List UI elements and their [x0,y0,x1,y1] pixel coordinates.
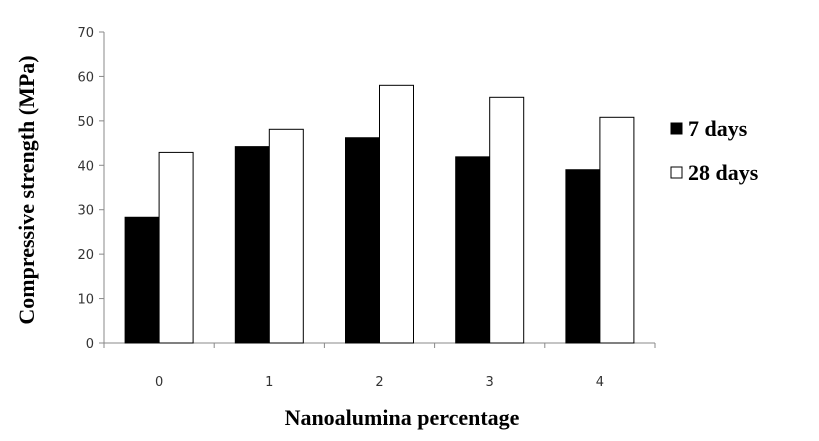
bar-28-days [379,84,414,344]
x-tick-label: 4 [596,375,604,390]
y-tick-label: 50 [77,115,94,130]
bar-28-days [599,116,635,344]
bar-7-days [565,169,601,344]
bar-28-days [489,96,525,344]
y-axis-title: Compressive strength (MPa) [14,55,39,324]
axes: 0 10 20 30 40 50 60 70 0 1 2 3 4 [77,26,656,390]
bar-7-days [124,216,160,344]
y-tick-label: 20 [77,248,94,263]
y-tick-label: 10 [77,293,94,308]
bar-7-days [234,146,270,344]
y-tick-label: 70 [77,26,94,41]
x-axis-title: Nanoalumina percentage [285,405,520,430]
bar-7-days [345,137,380,344]
x-tick-label: 1 [265,375,273,390]
y-tick-label: 40 [77,159,94,174]
legend-swatch [670,166,683,179]
x-tick-label: 3 [486,375,494,390]
legend-swatch [670,122,683,135]
x-tick-label: 0 [155,375,163,390]
legend-label: 28 days [688,160,759,185]
legend: 7 days 28 days [670,116,759,185]
bar-28-days [268,128,304,344]
bar-7-days [455,156,491,344]
bars [124,84,635,344]
x-tick-label: 2 [375,375,383,390]
y-tick-label: 0 [86,337,94,352]
y-tick-label: 30 [77,204,94,219]
legend-label: 7 days [688,116,748,141]
bar-28-days [158,151,194,344]
y-tick-label: 60 [77,70,94,85]
